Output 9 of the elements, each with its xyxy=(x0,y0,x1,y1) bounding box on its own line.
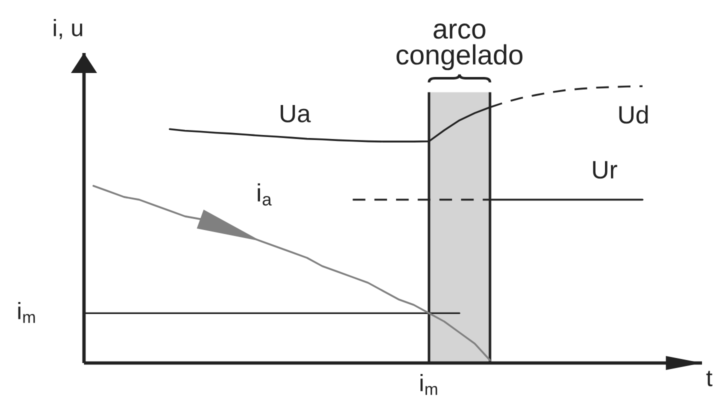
series-label: Ud xyxy=(619,105,648,124)
x-axis-title: t xyxy=(706,370,712,386)
text: arco congelado xyxy=(396,24,522,70)
series-label: Ur xyxy=(593,161,618,179)
y-axis-title: i, u xyxy=(54,18,82,40)
ref-line-label: i$_{m}$ xyxy=(18,302,35,323)
text: i$_{m}$ xyxy=(420,374,438,395)
series-label: Ua xyxy=(280,104,311,122)
series-label: i$_{a}$ xyxy=(258,183,272,206)
